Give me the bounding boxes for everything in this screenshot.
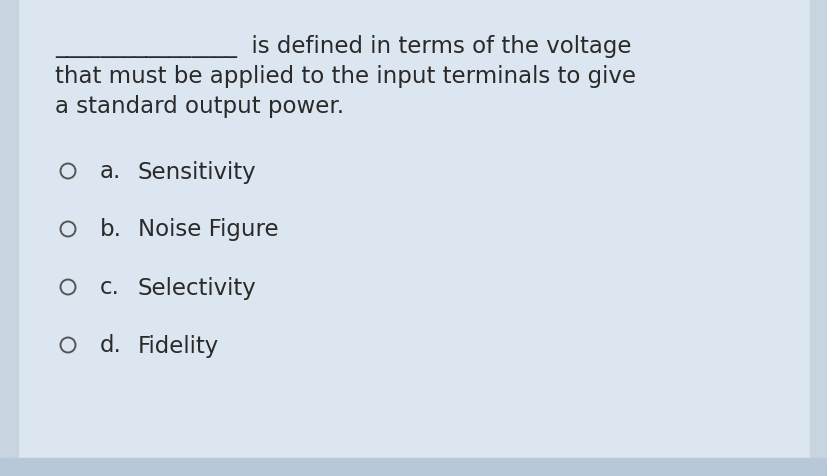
Text: a.: a. <box>100 160 122 183</box>
Text: that must be applied to the input terminals to give: that must be applied to the input termin… <box>55 65 635 89</box>
Text: Fidelity: Fidelity <box>138 334 219 357</box>
Text: a standard output power.: a standard output power. <box>55 95 344 118</box>
Text: d.: d. <box>100 334 122 357</box>
Bar <box>809 0 827 476</box>
Text: c.: c. <box>100 276 120 299</box>
Text: b.: b. <box>100 218 122 241</box>
Bar <box>0 458 827 476</box>
Text: Selectivity: Selectivity <box>138 276 256 299</box>
Text: Sensitivity: Sensitivity <box>138 160 256 183</box>
Bar <box>0 0 18 476</box>
Text: Noise Figure: Noise Figure <box>138 218 279 241</box>
Text: ________________  is defined in terms of the voltage: ________________ is defined in terms of … <box>55 35 631 59</box>
